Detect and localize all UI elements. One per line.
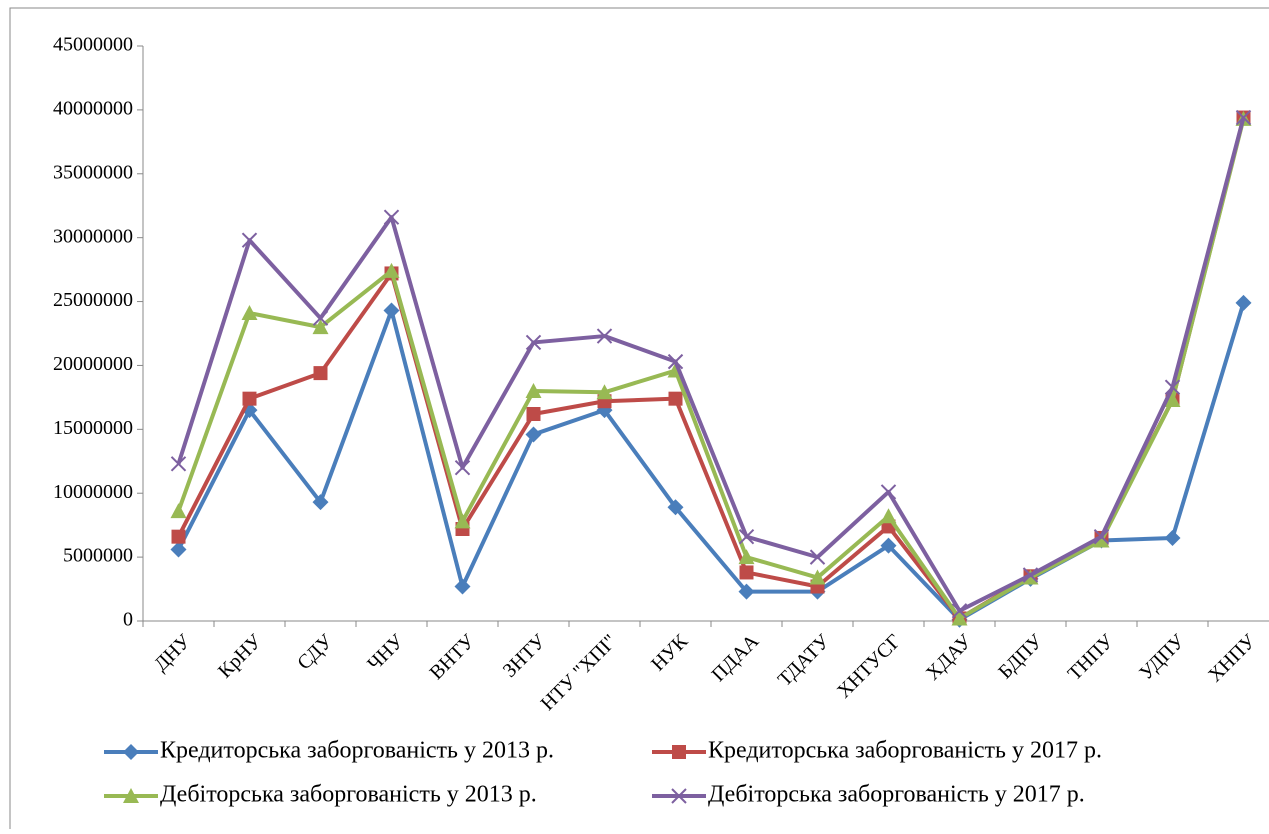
marker bbox=[1235, 294, 1252, 311]
x-tick-label: ПДАА bbox=[707, 630, 763, 686]
marker bbox=[454, 578, 471, 595]
x-tick-label: ДНУ bbox=[150, 630, 196, 676]
marker bbox=[809, 569, 826, 585]
legend-label: Кредиторська заборгованість у 2013 р. bbox=[160, 738, 554, 764]
marker bbox=[525, 334, 542, 351]
legend-label: Дебіторська заборгованість у 2013 р. bbox=[160, 782, 537, 808]
x-tick-label: КрНУ bbox=[214, 630, 267, 683]
series-line bbox=[176, 118, 1246, 621]
marker bbox=[672, 745, 686, 759]
marker bbox=[1235, 109, 1252, 126]
marker bbox=[454, 459, 471, 476]
marker bbox=[383, 302, 400, 319]
x-tick-label: НУК bbox=[647, 630, 693, 676]
marker bbox=[312, 494, 329, 511]
y-tick-label: 30000000 bbox=[53, 225, 133, 247]
marker bbox=[123, 788, 139, 803]
marker bbox=[525, 383, 542, 398]
y-tick-label: 0 bbox=[123, 609, 133, 631]
marker bbox=[312, 310, 329, 326]
marker bbox=[951, 610, 968, 626]
marker bbox=[171, 529, 186, 544]
marker bbox=[880, 484, 897, 500]
x-tick-label: ЧНУ bbox=[363, 630, 409, 676]
marker bbox=[170, 541, 187, 558]
marker bbox=[1164, 391, 1181, 407]
y-tick-label: 10000000 bbox=[53, 481, 133, 503]
marker bbox=[241, 232, 258, 248]
marker bbox=[1164, 529, 1181, 546]
marker bbox=[525, 426, 542, 443]
marker bbox=[383, 209, 400, 225]
marker bbox=[1164, 379, 1181, 395]
marker bbox=[738, 528, 755, 545]
y-tick-label: 35000000 bbox=[53, 161, 133, 183]
marker bbox=[739, 565, 754, 580]
y-tick-label: 25000000 bbox=[53, 289, 133, 311]
x-tick-label: ТНПУ bbox=[1064, 630, 1119, 685]
marker bbox=[1022, 567, 1039, 583]
x-tick-label: СДУ bbox=[293, 630, 338, 675]
marker bbox=[1093, 528, 1110, 545]
marker bbox=[667, 499, 684, 516]
x-tick-label: УДПУ bbox=[1135, 630, 1190, 685]
marker bbox=[454, 513, 471, 529]
x-tick-label: БДПУ bbox=[994, 630, 1048, 684]
y-tick-label: 15000000 bbox=[53, 417, 133, 439]
y-tick-label: 20000000 bbox=[53, 353, 133, 375]
x-tick-label: ТДАТУ bbox=[774, 630, 835, 691]
marker bbox=[123, 744, 139, 760]
chart-border bbox=[9, 7, 1269, 834]
marker bbox=[809, 549, 826, 565]
marker bbox=[170, 456, 187, 472]
legend-label: Кредиторська заборгованість у 2017 р. bbox=[708, 738, 1102, 764]
marker bbox=[671, 788, 687, 804]
x-tick-label: ХНПУ bbox=[1204, 630, 1261, 687]
marker bbox=[383, 262, 400, 278]
marker bbox=[738, 583, 755, 600]
marker bbox=[880, 508, 897, 524]
y-tick-label: 40000000 bbox=[53, 97, 133, 119]
marker bbox=[667, 353, 684, 370]
marker bbox=[738, 549, 755, 565]
marker bbox=[596, 328, 613, 344]
marker bbox=[170, 503, 187, 519]
x-tick-label: ХНТУСГ bbox=[833, 630, 905, 702]
marker bbox=[880, 537, 897, 554]
x-tick-label: ЗНТУ bbox=[499, 630, 551, 682]
marker bbox=[312, 319, 329, 335]
marker bbox=[668, 391, 683, 406]
series-line bbox=[176, 117, 1246, 621]
y-tick-label: 45000000 bbox=[53, 34, 133, 56]
x-tick-label: ХДАУ bbox=[922, 630, 977, 685]
marker bbox=[1093, 532, 1110, 548]
series-line bbox=[176, 117, 1246, 613]
legend-label: Дебіторська заборгованість у 2017 р. bbox=[708, 782, 1085, 808]
marker bbox=[241, 305, 258, 321]
marker bbox=[313, 366, 328, 381]
marker bbox=[242, 391, 257, 406]
x-tick-label: ВНТУ bbox=[425, 630, 479, 684]
marker bbox=[951, 603, 968, 619]
x-tick-label: НТУ "ХПІ" bbox=[537, 630, 622, 715]
marker bbox=[596, 384, 613, 400]
y-tick-label: 5000000 bbox=[63, 545, 133, 567]
marker bbox=[526, 407, 541, 421]
